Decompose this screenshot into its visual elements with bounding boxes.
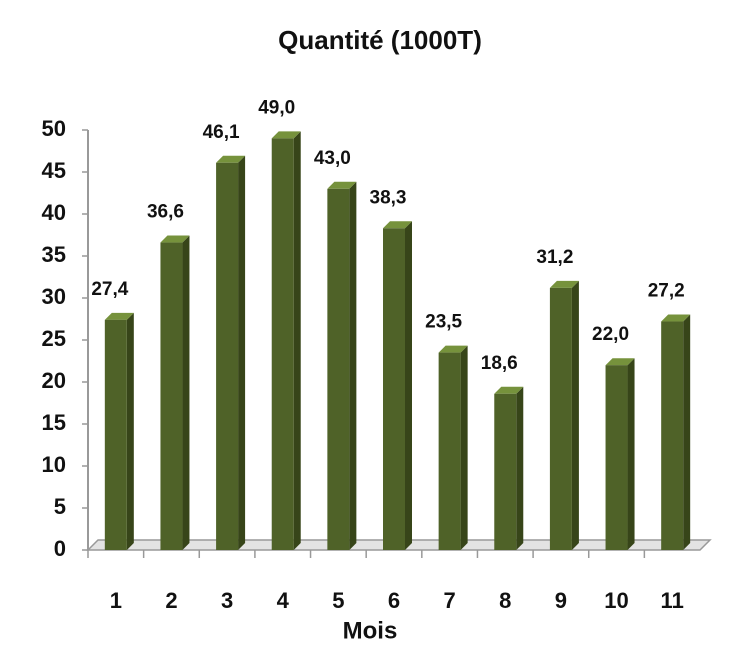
bar <box>661 321 684 550</box>
bar-top <box>104 312 134 320</box>
bar-top <box>383 221 412 229</box>
bar-side <box>405 221 412 550</box>
bar-side <box>126 312 134 550</box>
bar <box>383 228 405 550</box>
data-label: 27,2 <box>648 281 685 302</box>
y-tick-label: 20 <box>42 368 66 393</box>
bar-side <box>349 181 357 551</box>
data-label: 22,0 <box>592 324 629 345</box>
y-tick-label: 30 <box>42 284 66 309</box>
bar <box>549 287 572 550</box>
bar <box>605 365 628 550</box>
y-tick-label: 40 <box>42 200 66 225</box>
bar-top <box>216 155 246 163</box>
data-label: 36,6 <box>147 202 184 223</box>
x-tick-label: 7 <box>444 588 456 613</box>
data-label: 46,1 <box>203 122 240 143</box>
bar-top <box>605 358 635 366</box>
x-tick-label: 9 <box>555 588 567 613</box>
bar-side <box>516 386 524 550</box>
x-axis-title: Mois <box>343 617 398 644</box>
y-tick-label: 15 <box>42 410 66 435</box>
y-tick-label: 10 <box>42 452 66 477</box>
data-label: 23,5 <box>425 312 462 333</box>
x-tick-label: 11 <box>661 588 684 613</box>
bar-top <box>160 235 190 243</box>
data-label: 49,0 <box>258 97 295 118</box>
bar-side <box>182 235 190 550</box>
bar-top <box>549 280 579 288</box>
y-tick-label: 50 <box>42 116 66 141</box>
x-tick-label: 2 <box>165 588 177 613</box>
x-tick-label: 1 <box>110 588 122 613</box>
bar-top <box>327 181 357 189</box>
bar-top <box>661 314 691 322</box>
x-tick-label: 3 <box>221 588 233 613</box>
bar <box>271 138 294 550</box>
bar-side <box>571 280 579 550</box>
y-tick-label: 0 <box>54 536 66 561</box>
bar-side <box>460 345 468 550</box>
x-tick-label: 10 <box>604 588 628 613</box>
bar <box>438 352 461 550</box>
bar-side <box>293 131 301 550</box>
bar <box>216 162 239 550</box>
data-label: 43,0 <box>314 148 351 169</box>
bar-side <box>627 358 635 550</box>
data-label: 18,6 <box>481 353 518 374</box>
bar <box>494 393 517 550</box>
bar-side <box>238 155 246 550</box>
y-tick-label: 35 <box>42 242 66 267</box>
bar <box>104 319 127 550</box>
bar-top <box>494 386 524 394</box>
x-tick-label: 4 <box>277 588 290 613</box>
data-label: 27,4 <box>91 279 128 300</box>
bar-side <box>683 314 691 550</box>
y-tick-label: 5 <box>54 494 66 519</box>
bar <box>160 242 183 550</box>
bar <box>327 188 350 551</box>
bar-top <box>438 345 468 353</box>
y-tick-label: 25 <box>42 326 66 351</box>
data-label: 31,2 <box>536 247 573 268</box>
x-tick-label: 5 <box>332 588 344 613</box>
bar-top <box>271 131 301 139</box>
x-tick-label: 6 <box>388 588 400 613</box>
y-tick-label: 45 <box>42 158 66 183</box>
data-label: 38,3 <box>370 187 407 208</box>
chart-title: Quantité (1000T) <box>278 25 482 55</box>
x-tick-label: 8 <box>499 588 511 613</box>
